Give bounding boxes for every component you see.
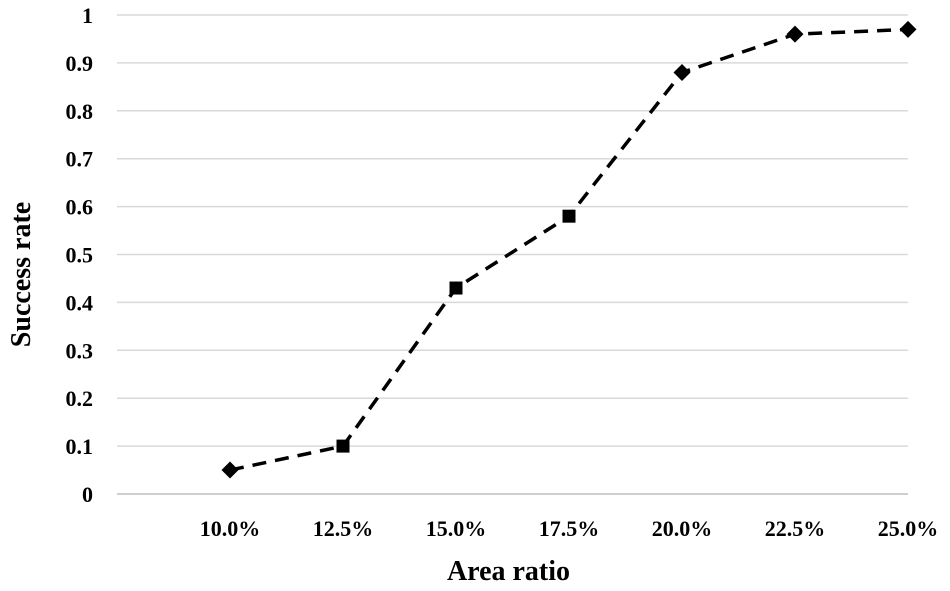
y-tick-label: 0.3 [66, 338, 94, 363]
y-tick-label: 0.4 [66, 290, 94, 315]
y-tick-label: 0.8 [66, 99, 94, 124]
y-tick-label: 0.1 [66, 434, 94, 459]
series-line [229, 27, 909, 472]
gridlines [117, 14, 908, 447]
x-tick-label: 12.5% [313, 516, 374, 541]
x-tick-label: 22.5% [765, 516, 826, 541]
y-tick-label: 1 [82, 3, 93, 28]
data-point-square [562, 209, 576, 223]
data-point-diamond [221, 461, 239, 479]
x-tick-label: 17.5% [539, 516, 600, 541]
x-axis-label: Area ratio [447, 556, 570, 586]
data-point-diamond [786, 25, 804, 43]
x-tick-label: 10.0% [200, 516, 261, 541]
data-point-diamond [899, 20, 917, 38]
x-tick-label: 20.0% [652, 516, 713, 541]
y-tick-labels: 0 0.1 0.2 0.3 0.4 0.5 0.6 0.7 0.8 0.9 1 [66, 3, 94, 507]
y-tick-label: 0 [82, 482, 93, 507]
x-tick-labels: 10.0% 12.5% 15.0% 17.5% 20.0% 22.5% 25.0% [200, 516, 939, 541]
y-tick-label: 0.7 [66, 147, 94, 172]
y-tick-label: 0.5 [66, 243, 94, 268]
data-point-square [336, 439, 350, 453]
y-tick-label: 0.6 [66, 195, 94, 220]
y-tick-label: 0.2 [66, 386, 94, 411]
data-markers [221, 20, 917, 479]
x-tick-label: 25.0% [878, 516, 939, 541]
x-tick-label: 15.0% [426, 516, 487, 541]
y-axis-label: Success rate [6, 202, 37, 347]
data-point-diamond [673, 63, 691, 81]
y-tick-label: 0.9 [66, 51, 94, 76]
data-point-square [449, 281, 463, 295]
